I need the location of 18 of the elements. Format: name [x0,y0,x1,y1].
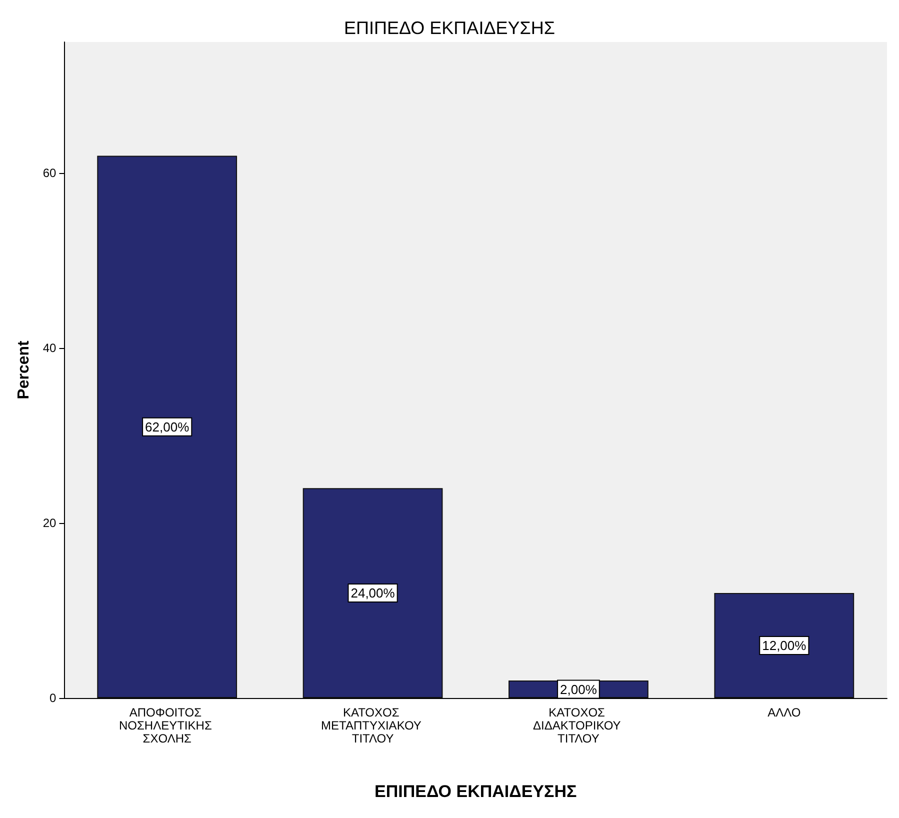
y-axis-title: Percent [16,340,32,400]
x-axis-title: ΕΠΙΠΕΔΟ ΕΚΠΑΙΔΕΥΣΗΣ [374,782,577,801]
y-tick-label: 0 [50,691,57,705]
y-tick-label: 20 [42,516,57,530]
data-label: 24,00% [350,586,396,601]
y-tick-label: 60 [42,166,57,180]
y-tick-label: 40 [42,341,57,356]
chart-title: ΕΠΙΠΕΔΟ ΕΚΠΑΙΔΕΥΣΗΣ [344,18,555,38]
bar [302,488,443,698]
data-label: 62,00% [145,419,190,434]
x-tick-label: ΑΠΟΦΟΙΤΟΣ ΝΟΣΗΛΕΥΤΙΚΗΣ ΣΧΟΛΗΣ [118,706,216,746]
x-tick-label: ΚΑΤΟΧΟΣ ΜΕΤΑΠΤΥΧΙΑΚΟΥ ΤΙΤΛΟΥ [321,706,425,746]
bar [97,156,238,698]
bar [714,593,854,698]
data-label: 12,00% [762,638,807,654]
x-tick-label: ΑΛΛΟ [768,706,801,720]
data-label: 2,00% [560,682,598,697]
x-tick-label: ΚΑΤΟΧΟΣ ΔΙΔΑΚΤΟΡΙΚΟΥ ΤΙΤΛΟΥ [533,706,624,746]
